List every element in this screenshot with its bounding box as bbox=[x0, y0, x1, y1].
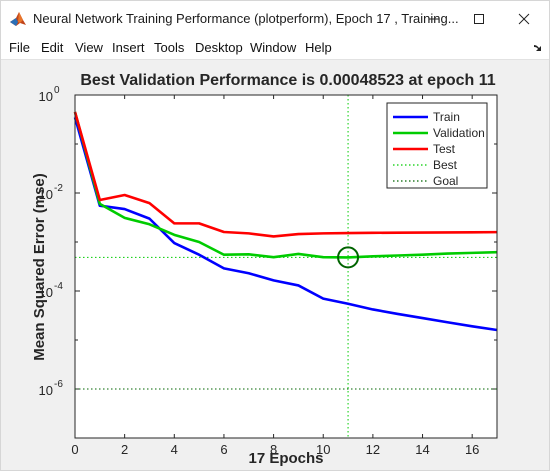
menu-edit[interactable]: Edit bbox=[41, 40, 64, 55]
legend-label-validation: Validation bbox=[433, 126, 485, 140]
y-tick-label: 10 0 bbox=[39, 85, 60, 104]
y-tick-label-exponent: 0 bbox=[54, 85, 60, 96]
x-tick-label: 0 bbox=[71, 442, 78, 457]
legend-label-test: Test bbox=[433, 142, 456, 156]
dock-arrow-icon[interactable] bbox=[533, 43, 543, 53]
legend[interactable]: Train Validation Test Best Goal bbox=[386, 102, 488, 189]
y-tick-label: 10 -6 bbox=[39, 379, 64, 398]
series-line-test[interactable] bbox=[73, 111, 498, 238]
y-tick-label-exponent: -4 bbox=[54, 281, 63, 292]
best-epoch-marker bbox=[337, 246, 360, 269]
menu-tools[interactable]: Tools bbox=[154, 40, 185, 55]
minimize-icon bbox=[429, 18, 439, 20]
y-tick-label: 10 -4 bbox=[39, 281, 64, 300]
menu-window[interactable]: Window bbox=[250, 40, 297, 55]
legend-label-train: Train bbox=[433, 110, 460, 124]
close-button[interactable] bbox=[504, 7, 544, 31]
legend-label-best: Best bbox=[433, 158, 458, 172]
y-tick-label-base: 10 bbox=[39, 89, 53, 104]
menu-view[interactable]: View bbox=[75, 40, 103, 55]
title-bar[interactable]: Neural Network Training Performance (plo… bbox=[1, 1, 549, 37]
plot-axes-box bbox=[74, 94, 498, 439]
x-tick-label: 8 bbox=[270, 442, 277, 457]
menu-help[interactable]: Help bbox=[305, 40, 332, 55]
window-title: Neural Network Training Performance (plo… bbox=[33, 11, 459, 26]
y-tick-label-base: 10 bbox=[39, 285, 53, 300]
x-tick-label: 10 bbox=[316, 442, 330, 457]
x-axis-label: 17 Epochs bbox=[248, 450, 323, 467]
x-tick-label: 16 bbox=[465, 442, 479, 457]
x-tick-label: 14 bbox=[415, 442, 429, 457]
close-icon bbox=[518, 13, 530, 25]
y-tick-label-exponent: -6 bbox=[54, 379, 63, 390]
chart-title: Best Validation Performance is 0.0004852… bbox=[80, 72, 495, 89]
menu-bar: File Edit View Insert Tools Desktop Wind… bbox=[1, 37, 549, 60]
matlab-icon bbox=[10, 12, 26, 26]
legend-label-goal: Goal bbox=[433, 174, 458, 188]
performance-plot[interactable]: Best Validation Performance is 0.0004852… bbox=[1, 60, 549, 470]
y-tick-label: 10 -2 bbox=[39, 183, 64, 202]
y-tick-label-exponent: -2 bbox=[54, 183, 63, 194]
y-tick-label-base: 10 bbox=[39, 383, 53, 398]
series-line-validation[interactable] bbox=[73, 111, 498, 259]
maximize-button[interactable] bbox=[459, 7, 499, 31]
minimize-button[interactable] bbox=[414, 7, 454, 31]
y-axis-label: Mean Squared Error (mse) bbox=[31, 173, 48, 361]
y-tick-label-base: 10 bbox=[39, 187, 53, 202]
maximize-icon bbox=[474, 14, 484, 24]
x-tick-label: 12 bbox=[366, 442, 380, 457]
x-tick-label: 2 bbox=[121, 442, 128, 457]
x-tick-label: 4 bbox=[171, 442, 178, 457]
menu-desktop[interactable]: Desktop bbox=[195, 40, 243, 55]
menu-insert[interactable]: Insert bbox=[112, 40, 145, 55]
series-line-train[interactable] bbox=[73, 116, 498, 332]
figure-area: Best Validation Performance is 0.0004852… bbox=[1, 60, 549, 470]
x-tick-label: 6 bbox=[220, 442, 227, 457]
menu-file[interactable]: File bbox=[9, 40, 30, 55]
